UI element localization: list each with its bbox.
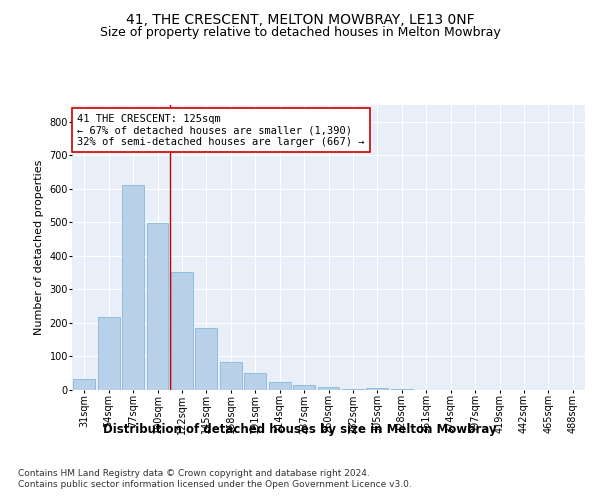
Bar xyxy=(269,382,290,390)
Bar xyxy=(317,388,340,390)
Text: Distribution of detached houses by size in Melton Mowbray: Distribution of detached houses by size … xyxy=(103,422,497,436)
Bar xyxy=(367,388,388,390)
Bar xyxy=(244,372,266,390)
Bar xyxy=(220,362,242,390)
Bar xyxy=(122,186,144,390)
Bar xyxy=(98,317,119,390)
Text: Size of property relative to detached houses in Melton Mowbray: Size of property relative to detached ho… xyxy=(100,26,500,39)
Bar xyxy=(146,223,169,390)
Text: 41 THE CRESCENT: 125sqm
← 67% of detached houses are smaller (1,390)
32% of semi: 41 THE CRESCENT: 125sqm ← 67% of detache… xyxy=(77,114,365,147)
Y-axis label: Number of detached properties: Number of detached properties xyxy=(34,160,44,335)
Text: 41, THE CRESCENT, MELTON MOWBRAY, LE13 0NF: 41, THE CRESCENT, MELTON MOWBRAY, LE13 0… xyxy=(125,12,475,26)
Text: Contains HM Land Registry data © Crown copyright and database right 2024.: Contains HM Land Registry data © Crown c… xyxy=(18,469,370,478)
Bar xyxy=(171,272,193,390)
Bar xyxy=(196,328,217,390)
Text: Contains public sector information licensed under the Open Government Licence v3: Contains public sector information licen… xyxy=(18,480,412,489)
Bar xyxy=(293,385,315,390)
Bar xyxy=(73,380,95,390)
